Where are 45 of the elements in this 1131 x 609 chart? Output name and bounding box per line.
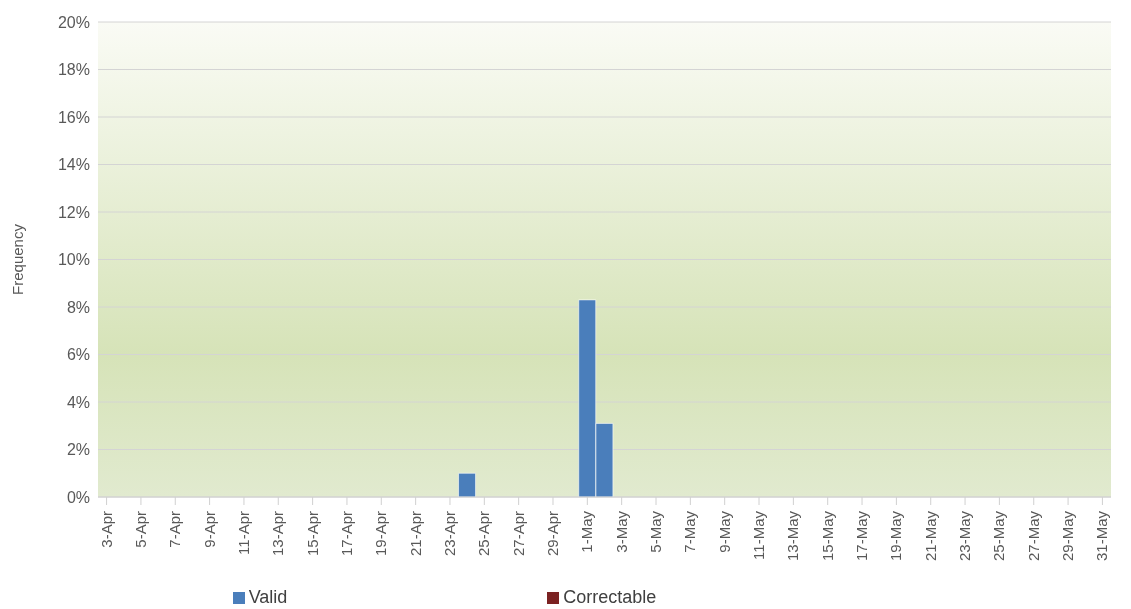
x-tick-label: 23-Apr xyxy=(440,511,458,557)
x-tick-label: 29-Apr xyxy=(543,511,561,557)
x-tick-label: 15-Apr xyxy=(303,511,321,557)
x-tick-label: 13-Apr xyxy=(269,511,287,557)
x-tick-label: 7-Apr xyxy=(166,511,184,548)
y-tick-label: 8% xyxy=(66,298,90,316)
y-tick-label: 10% xyxy=(57,251,90,269)
legend-label: Correctable xyxy=(563,587,657,607)
x-tick-label: 3-Apr xyxy=(97,511,115,548)
y-tick-label: 0% xyxy=(66,488,90,506)
x-tick-label: 29-May xyxy=(1059,510,1077,562)
x-tick-label: 27-May xyxy=(1024,510,1042,562)
x-tick-label: 1-May xyxy=(578,510,596,553)
y-tick-label: 18% xyxy=(57,61,90,79)
y-axis-title: Frequency xyxy=(9,223,27,295)
y-tick-label: 14% xyxy=(57,156,90,174)
x-tick-label: 13-May xyxy=(784,510,802,562)
x-tick-label: 19-Apr xyxy=(372,511,390,557)
y-tick-label: 12% xyxy=(57,203,90,221)
x-tick-label: 31-May xyxy=(1093,510,1111,562)
x-tick-label: 15-May xyxy=(818,510,836,562)
x-tick-label: 9-May xyxy=(715,510,733,553)
x-tick-label: 19-May xyxy=(887,510,905,562)
y-tick-label: 4% xyxy=(66,393,90,411)
x-tick-label: 17-Apr xyxy=(337,511,355,557)
x-tick-label: 21-May xyxy=(921,510,939,562)
x-tick-label: 5-May xyxy=(647,510,665,553)
x-tick-label: 11-May xyxy=(750,510,768,560)
x-tick-label: 25-Apr xyxy=(475,511,493,557)
x-tick-label: 23-May xyxy=(956,510,974,562)
bar xyxy=(458,472,477,497)
x-tick-label: 27-Apr xyxy=(509,511,527,557)
x-tick-label: 17-May xyxy=(853,510,871,562)
x-tick-label: 11-Apr xyxy=(234,511,252,555)
x-tick-label: 5-Apr xyxy=(131,511,149,548)
y-tick-label: 2% xyxy=(66,441,90,459)
x-tick-label: 7-May xyxy=(681,510,699,553)
y-tick-label: 20% xyxy=(57,13,90,31)
x-tick-label: 9-Apr xyxy=(200,511,218,548)
x-tick-label: 21-Apr xyxy=(406,511,424,557)
x-tick-label: 3-May xyxy=(612,510,630,553)
legend-label: Valid xyxy=(248,587,288,607)
x-tick-label: 25-May xyxy=(990,510,1008,562)
y-tick-label: 16% xyxy=(57,108,90,126)
y-tick-label: 6% xyxy=(66,346,90,364)
